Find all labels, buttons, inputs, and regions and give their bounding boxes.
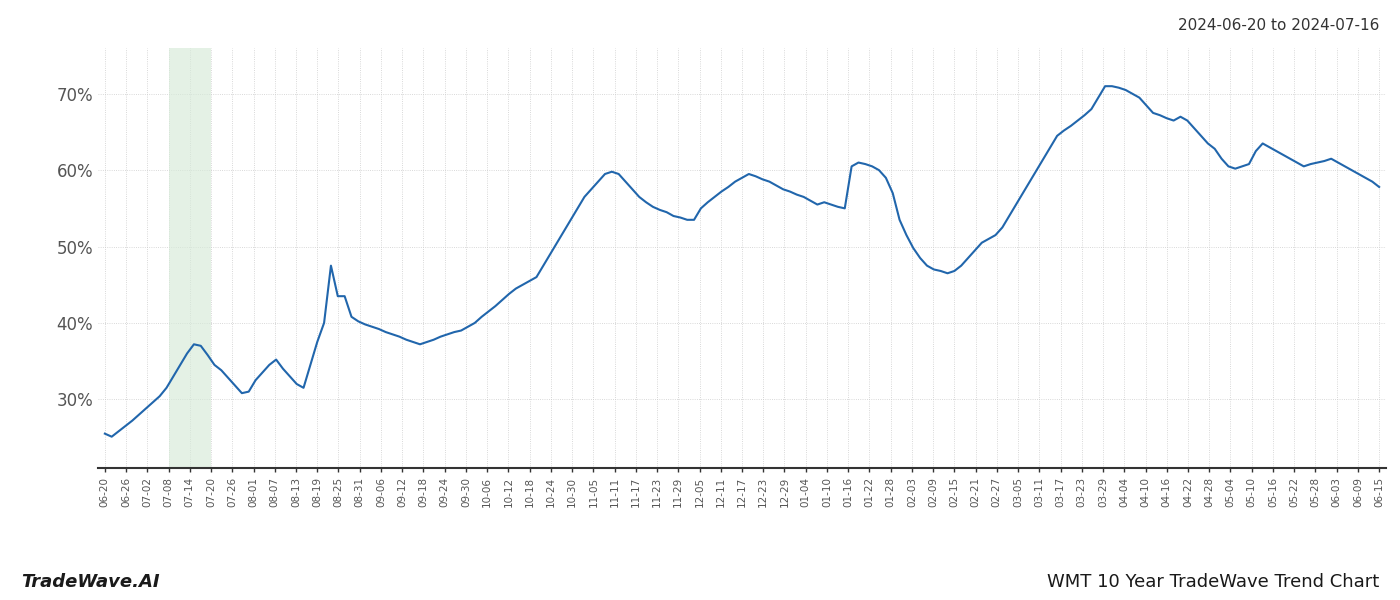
Text: WMT 10 Year TradeWave Trend Chart: WMT 10 Year TradeWave Trend Chart: [1047, 573, 1379, 591]
Bar: [168, 48, 211, 468]
Text: TradeWave.AI: TradeWave.AI: [21, 573, 160, 591]
Text: 2024-06-20 to 2024-07-16: 2024-06-20 to 2024-07-16: [1177, 18, 1379, 33]
